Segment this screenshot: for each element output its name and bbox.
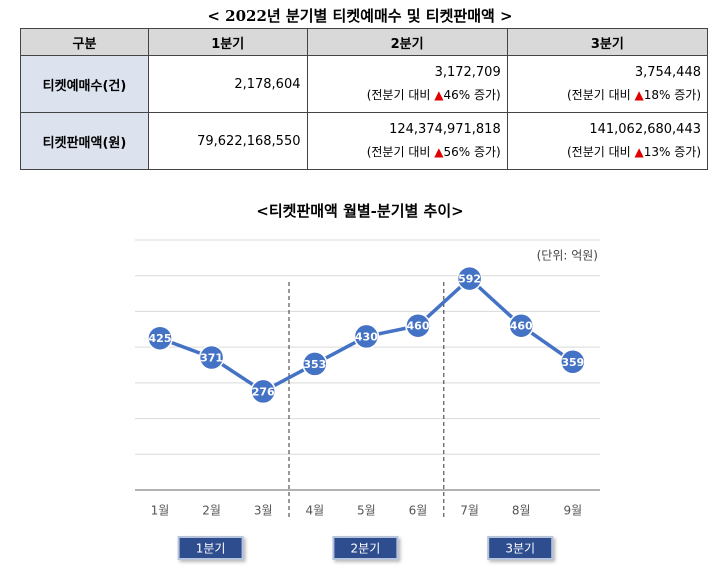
header-cell: 2분기 <box>306 28 508 56</box>
note-suffix: 증가) <box>674 88 701 102</box>
note-suffix: 증가) <box>674 145 701 159</box>
cell-value: 3,172,709 <box>434 65 501 80</box>
unit-label: (단위: 억원) <box>537 249 598 263</box>
value-label: 353 <box>303 358 326 371</box>
group-badge <box>177 536 244 560</box>
x-tick-label: 4월 <box>305 504 324 518</box>
marker <box>560 349 586 375</box>
cell-value: 141,062,680,443 <box>589 122 701 137</box>
value-label: 371 <box>200 352 223 365</box>
group-label: 2분기 <box>351 542 381 556</box>
note-prefix: (전분기 대비 <box>566 88 631 102</box>
header-cell: 3분기 <box>506 28 709 56</box>
chart-title: <티켓판매액 월별-분기별 추이> <box>256 202 463 220</box>
change: 13% <box>643 145 671 159</box>
value-label: 359 <box>561 356 584 369</box>
x-tick-label: 9월 <box>563 504 582 518</box>
marker <box>302 351 328 377</box>
summary-table: 구분 1분기 2분기 3분기 티켓예매수(건) 2,178,604 3,172,… <box>20 28 709 170</box>
value-label: 425 <box>149 332 172 345</box>
x-tick-label: 8월 <box>512 504 531 518</box>
row: 티켓예매수(건) 2,178,604 3,172,709 (전분기 대비 ▲46%… <box>20 55 709 113</box>
group-label: 1분기 <box>196 542 226 556</box>
note: (전분기 대비 ▲18% 증가) <box>514 86 701 103</box>
note-prefix: (전분기 대비 <box>366 88 431 102</box>
marker <box>508 312 534 339</box>
note: (전분기 대비 ▲46% 증가) <box>314 86 501 103</box>
row: 티켓판매액(원) 79,622,168,550 124,374,971,818 (… <box>20 112 709 170</box>
note-prefix: (전분기 대비 <box>366 145 431 159</box>
x-tick-label: 2월 <box>202 504 221 518</box>
note: (전분기 대비 ▲13% 증가) <box>514 143 701 160</box>
x-tick-label: 1월 <box>151 504 170 518</box>
marker <box>405 312 431 339</box>
note-prefix: (전분기 대비 <box>566 145 631 159</box>
change: 56% <box>443 145 471 159</box>
note: (전분기 대비 ▲56% 증가) <box>314 143 501 160</box>
marker <box>353 323 380 350</box>
cell-value: 124,374,971,818 <box>389 122 501 137</box>
marker <box>198 344 225 371</box>
marker <box>250 378 276 405</box>
cell: 124,374,971,818 (전분기 대비 ▲56% 증가) <box>306 112 508 170</box>
marker <box>147 325 173 351</box>
value-label: 276 <box>252 385 275 398</box>
table-title: < 2022년 분기별 티켓예매수 및 티켓판매액 > <box>207 7 513 25</box>
row-label: 티켓예매수(건) <box>20 55 149 113</box>
header-row: 구분 1분기 2분기 3분기 <box>20 28 709 56</box>
marker <box>456 265 483 292</box>
cell: 79,622,168,550 <box>148 112 308 170</box>
x-tick-label: 7월 <box>460 504 479 518</box>
x-tick-label: 3월 <box>254 504 273 518</box>
cell: 3,172,709 (전분기 대비 ▲46% 증가) <box>306 55 508 113</box>
cell: 141,062,680,443 (전분기 대비 ▲13% 증가) <box>506 112 709 170</box>
value-label: 460 <box>407 320 430 333</box>
value-label: 460 <box>510 320 533 333</box>
group-label: 3분기 <box>505 542 535 556</box>
group-badge <box>332 536 399 560</box>
arrow: ▲ <box>434 88 444 102</box>
value-label: 430 <box>355 330 378 343</box>
change: 46% <box>443 88 471 102</box>
arrow: ▲ <box>634 145 644 159</box>
group-badge <box>487 536 554 560</box>
header-cell: 1분기 <box>148 28 308 56</box>
x-tick-label: 6월 <box>409 504 428 518</box>
cell-value: 3,754,448 <box>634 65 701 80</box>
note-suffix: 증가) <box>473 145 501 159</box>
change: 18% <box>643 88 671 102</box>
note-suffix: 증가) <box>473 88 501 102</box>
value-label: 592 <box>458 273 481 286</box>
x-tick-label: 5월 <box>357 504 376 518</box>
row-label: 티켓판매액(원) <box>20 112 149 170</box>
arrow: ▲ <box>634 88 644 102</box>
arrow: ▲ <box>434 145 444 159</box>
